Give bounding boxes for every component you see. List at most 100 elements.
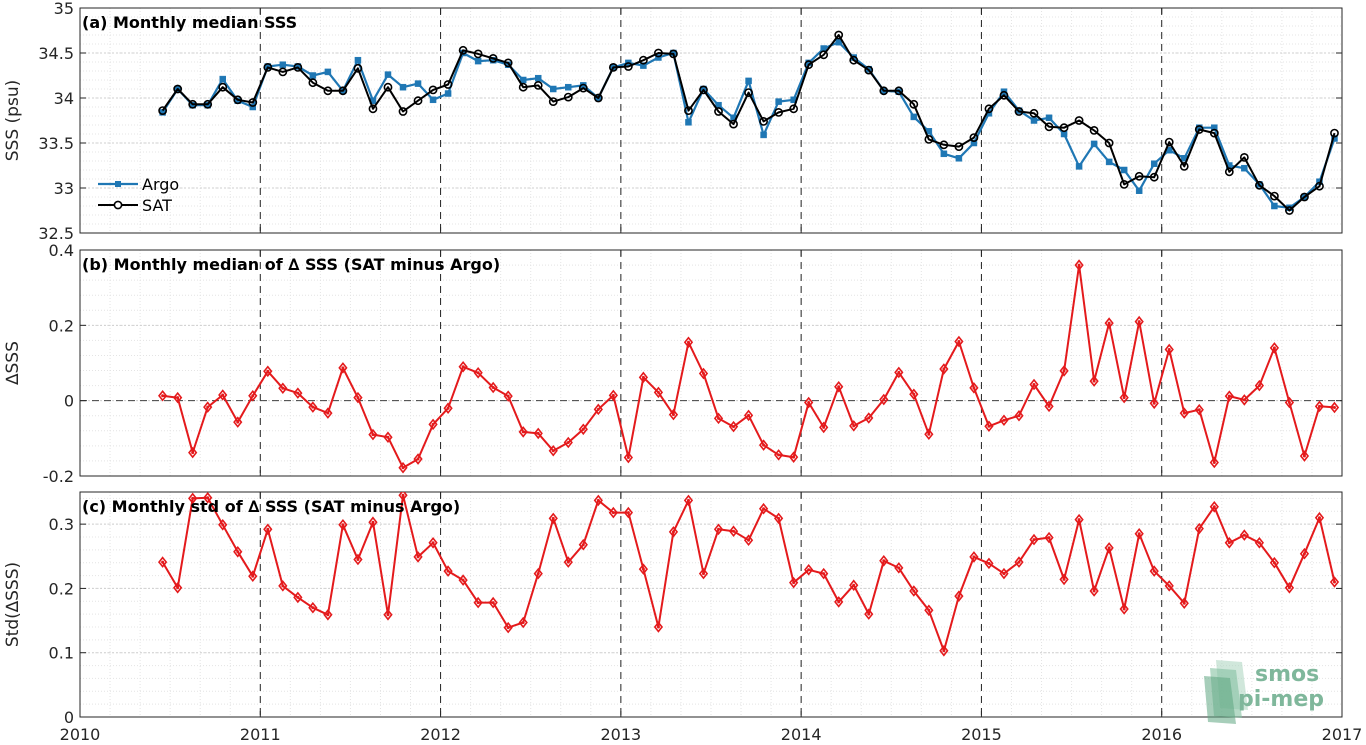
- argo-point: [565, 83, 572, 91]
- delta-point-center: [431, 422, 435, 426]
- delta-point: [924, 428, 934, 440]
- delta-point: [1299, 450, 1310, 462]
- delta-point: [698, 367, 709, 380]
- sat-line: [161, 34, 1336, 212]
- sat-point: [293, 63, 303, 72]
- delta-point-center: [837, 385, 841, 389]
- delta-point-center: [822, 425, 826, 429]
- sat-point: [774, 108, 784, 117]
- delta-point-center: [356, 396, 360, 400]
- sat-point: [578, 83, 588, 93]
- delta-point: [804, 564, 814, 576]
- delta-point-center: [927, 432, 931, 436]
- delta-point: [1044, 531, 1054, 544]
- delta-point-center: [897, 566, 901, 570]
- delta-point-center: [686, 498, 690, 502]
- delta-point: [458, 574, 468, 586]
- argo-point: [1211, 124, 1218, 131]
- sat-point: [398, 107, 408, 116]
- delta-point-center: [1002, 572, 1006, 576]
- delta-point-center: [326, 613, 330, 617]
- delta-point: [1164, 343, 1174, 356]
- delta-point: [1224, 390, 1234, 402]
- delta-point: [1089, 375, 1099, 387]
- delta-point-center: [1167, 347, 1171, 351]
- x-tick-label: 2013: [600, 725, 641, 744]
- delta-point: [413, 551, 423, 563]
- sat-point: [188, 99, 198, 109]
- argo-point: [399, 83, 407, 91]
- argo-point: [474, 57, 482, 65]
- delta-point-center: [1017, 414, 1021, 418]
- delta-point-center: [1302, 552, 1306, 556]
- panel-2: -0.2 0 0.2 0.4 ∆SSS (b) Monthly median of ∆ S…: [3, 241, 1343, 486]
- delta-point: [1284, 396, 1295, 409]
- delta-point-center: [1182, 411, 1186, 415]
- delta-point-center: [1002, 418, 1006, 422]
- sat-point: [1315, 181, 1324, 191]
- delta-point: [293, 387, 303, 399]
- delta-point: [789, 576, 799, 589]
- sat-point: [1239, 152, 1249, 162]
- y-tick-label: -0.2: [43, 467, 74, 486]
- delta-point-center: [446, 569, 450, 573]
- sat-point: [233, 95, 243, 105]
- delta-point: [593, 494, 603, 507]
- sat-point: [1269, 191, 1279, 201]
- sat-point: [789, 104, 799, 114]
- sat-point: [1300, 192, 1309, 202]
- delta-point-center: [176, 586, 180, 590]
- delta-point-center: [837, 600, 841, 604]
- delta-point-center: [1242, 533, 1246, 537]
- delta-point-center: [1287, 401, 1291, 405]
- sat-point: [413, 96, 423, 106]
- sat-point: [909, 99, 919, 109]
- delta-point-center: [506, 626, 510, 630]
- delta-point: [203, 401, 213, 413]
- delta-point-center: [371, 433, 375, 437]
- delta-point-center: [191, 496, 195, 500]
- delta-point-center: [1092, 589, 1096, 593]
- delta-point-center: [807, 568, 811, 572]
- delta-point: [879, 393, 889, 406]
- delta-point-center: [942, 649, 946, 653]
- delta-point-center: [717, 527, 721, 531]
- delta-point-center: [1332, 580, 1336, 584]
- delta-point-center: [927, 608, 931, 612]
- argo-point: [655, 54, 662, 61]
- argo-point: [1271, 202, 1278, 210]
- delta-point-center: [1332, 405, 1336, 409]
- sat-point: [804, 60, 814, 70]
- delta-point: [248, 389, 258, 402]
- sat-point: [744, 88, 753, 97]
- legend: Argo SAT: [98, 175, 179, 215]
- delta-point-center: [641, 375, 645, 379]
- delta-point-center: [957, 340, 961, 344]
- delta-point: [683, 336, 694, 349]
- sat-point: [819, 50, 829, 60]
- y-tick-label: 0.2: [49, 579, 74, 598]
- delta-point: [773, 512, 784, 525]
- legend-sat-label: SAT: [142, 196, 172, 215]
- delta-point-center: [176, 396, 180, 400]
- delta-point-center: [1212, 460, 1216, 464]
- sat-point: [1134, 171, 1144, 181]
- delta-point-center: [807, 401, 811, 405]
- argo-point: [1075, 163, 1083, 170]
- legend-sat-marker: [113, 200, 123, 210]
- y-tick-label: 34.5: [38, 44, 74, 63]
- delta-point: [728, 420, 739, 433]
- delta-point-center: [1257, 384, 1261, 388]
- sat-point: [503, 58, 513, 68]
- delta-point: [773, 449, 784, 461]
- delta-point: [413, 453, 423, 465]
- delta-point: [1119, 603, 1129, 615]
- delta-point-center: [1137, 320, 1141, 324]
- sat-point: [443, 80, 453, 89]
- delta-point-center: [356, 558, 360, 561]
- delta-point: [1149, 565, 1159, 577]
- delta-point: [1164, 580, 1174, 592]
- delta-point-center: [461, 365, 465, 369]
- delta-point-center: [686, 340, 690, 344]
